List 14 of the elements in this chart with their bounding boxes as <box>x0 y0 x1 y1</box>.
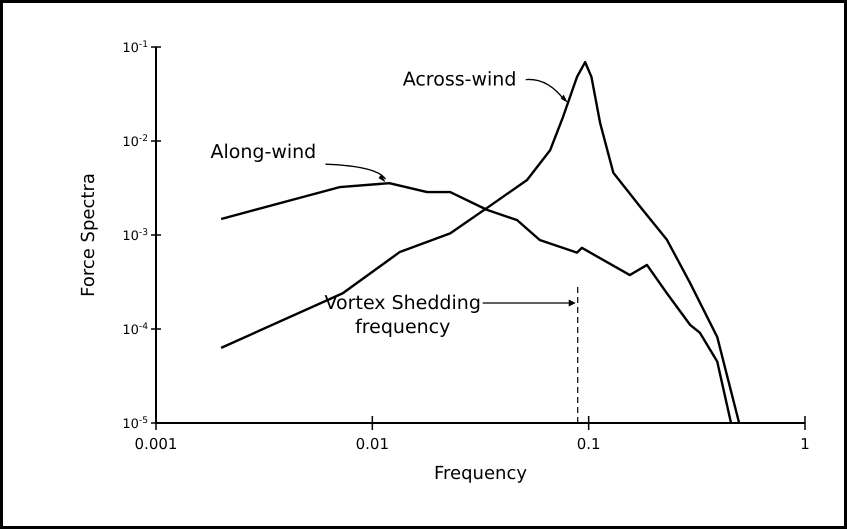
y-tick-label: 10$^{-3}$ <box>122 228 148 244</box>
y-tick-label: 10$^{-1}$ <box>122 40 148 56</box>
y-tick-label: 10$^{-4}$ <box>122 322 148 338</box>
x-tick-label: 1 <box>800 435 810 453</box>
annotation: Along-wind <box>210 141 316 164</box>
x-axis-title: Frequency <box>434 463 528 484</box>
x-tick-label: 0.1 <box>576 435 601 453</box>
y-axis-title: Force Spectra <box>78 173 99 297</box>
y-tick-label: 10$^{-5}$ <box>122 416 148 432</box>
annotation: Across-wind <box>402 68 516 91</box>
x-tick-label: 0.001 <box>134 435 178 453</box>
x-tick-label: 0.01 <box>356 435 390 453</box>
y-tick-label: 10$^{-2}$ <box>122 134 148 150</box>
ref-line-label: Vortex Shedding frequency <box>324 292 481 338</box>
